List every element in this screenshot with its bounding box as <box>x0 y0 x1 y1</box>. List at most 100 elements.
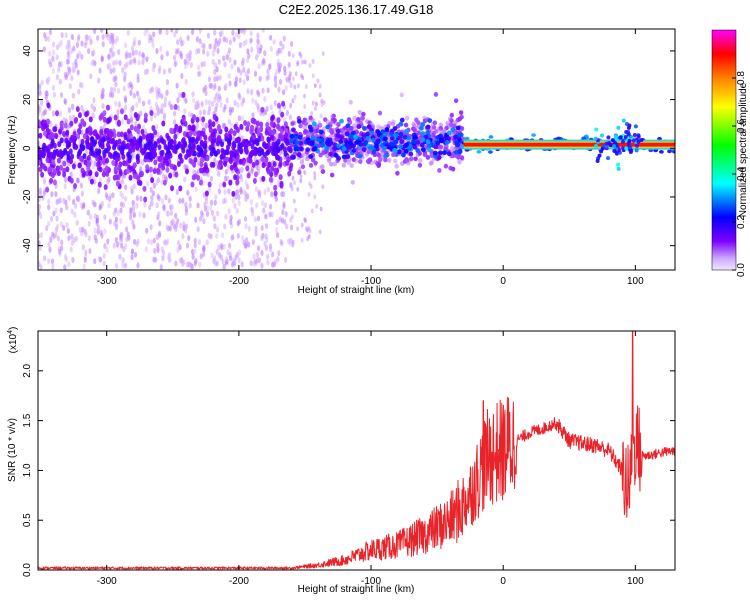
spectrogram-cell <box>77 162 82 169</box>
spectrogram-cell <box>398 131 404 137</box>
spectrogram-cell <box>314 105 317 111</box>
spectrogram-cell <box>155 86 159 93</box>
spectrogram-cell <box>95 149 100 156</box>
spectrogram-cell <box>173 61 177 68</box>
spectrogram-cell <box>159 264 163 270</box>
spectrogram-cell <box>76 133 81 140</box>
spectrogram-cell <box>128 59 132 66</box>
spectrogram-cell <box>121 67 125 74</box>
spectrogram-cell <box>225 37 229 44</box>
spectrogram-cell <box>382 145 388 151</box>
spectrogram-cell <box>346 117 352 122</box>
spectrogram-cell <box>201 212 205 219</box>
spectrogram-cell <box>116 108 120 115</box>
spectrogram-cell <box>329 120 334 126</box>
spectrogram-cell <box>101 136 106 143</box>
spectrogram-cell <box>212 114 217 121</box>
spectrogram-cell <box>429 152 434 158</box>
spectrogram-cell <box>158 220 162 227</box>
spectrogram-cell <box>67 235 71 242</box>
spectrogram-cell <box>250 143 255 150</box>
spectrogram-cell <box>148 166 153 173</box>
spectrogram-cell <box>64 32 68 39</box>
spectrogram-cell <box>401 152 406 158</box>
spectrogram-cell <box>154 123 159 130</box>
spectrogram-cell <box>137 59 141 66</box>
spectrogram-cell <box>188 202 192 209</box>
spectrogram-cell <box>228 255 233 262</box>
spectrogram-cell <box>76 36 81 43</box>
spectrogram-cell <box>289 155 295 160</box>
spectrogram-cell <box>303 128 308 134</box>
spectrogram-cell <box>281 209 285 216</box>
spectrogram-cell <box>346 160 351 165</box>
spectrogram-cell <box>624 130 629 135</box>
spectrogram-cell <box>450 166 456 172</box>
spectrogram-cell <box>304 84 308 89</box>
spectrogram-cell <box>335 133 341 138</box>
spectrogram-cell <box>97 139 102 146</box>
spectrogram-cell <box>156 242 160 249</box>
spectrogram-cell <box>282 35 286 42</box>
spectrogram-cell <box>349 163 354 168</box>
spectrogram-cell <box>64 176 68 183</box>
spectrogram-cell <box>105 157 110 164</box>
top-y-tick-label: -40 <box>22 238 33 253</box>
spectrogram-cell <box>206 32 211 39</box>
spectrogram-cell <box>376 163 381 169</box>
spectrogram-cell <box>59 91 64 98</box>
spectrogram-cell <box>153 112 157 119</box>
spectrogram-cell <box>403 122 409 128</box>
spectrogram-cell <box>131 104 135 111</box>
spectrogram-cell <box>209 175 214 182</box>
spectrogram-cell <box>164 174 168 181</box>
spectrogram-cell <box>144 246 148 253</box>
spectrogram-cell <box>114 156 119 163</box>
spectrogram-cell <box>213 199 217 206</box>
spectrogram-cell <box>135 202 139 209</box>
spectrogram-cell <box>261 162 266 169</box>
spectrogram-cell <box>289 138 295 144</box>
spectrogram-cell <box>86 165 91 172</box>
spectrogram-cell <box>237 200 241 207</box>
spectrogram-cell <box>229 164 234 171</box>
spectrogram-cell <box>273 184 278 191</box>
spectrogram-cell <box>202 109 206 116</box>
spectrogram-cell <box>188 195 192 202</box>
spectrogram-cell <box>422 152 427 157</box>
spectrogram-cell <box>124 53 128 60</box>
spectrogram-cell <box>38 240 41 247</box>
spectrogram-cell <box>426 147 432 153</box>
spectrogram-cell <box>269 104 273 111</box>
spectrogram-cell <box>245 165 250 172</box>
spectrogram-cell <box>59 137 64 144</box>
spectrogram-cell <box>399 117 405 123</box>
spectrogram-cell <box>271 251 275 258</box>
spectrogram-cell <box>225 144 230 151</box>
spectrogram-cell <box>287 61 291 68</box>
spectrogram-cell <box>90 136 95 143</box>
spectrogram-cell <box>147 140 152 147</box>
spectrogram-cell <box>132 57 137 64</box>
spectrogram-cell <box>133 251 138 258</box>
spectrogram-cell <box>198 29 202 35</box>
spectrogram-cell <box>282 191 286 198</box>
spectrogram-cell <box>89 73 93 80</box>
spectrogram-cell <box>266 186 270 193</box>
top-x-tick-label: -300 <box>97 276 117 287</box>
spectrogram-cell <box>204 99 209 106</box>
spectrogram-cell <box>194 186 198 193</box>
spectrogram-cell <box>279 47 283 54</box>
spectrogram-cell <box>115 180 120 187</box>
spectrogram-cell <box>143 69 147 76</box>
spectrogram-cell <box>393 133 399 138</box>
spectrogram-cell <box>256 38 260 45</box>
spectrogram-cell <box>453 135 458 140</box>
spectrogram-cell <box>307 192 311 197</box>
spectrogram-cell <box>249 128 254 135</box>
spectrogram-cell <box>278 216 282 223</box>
spectrogram-cell <box>224 213 228 220</box>
spectrogram-cell <box>108 132 113 139</box>
spectrogram-cell <box>133 112 138 119</box>
spectrogram-cell <box>313 83 317 89</box>
